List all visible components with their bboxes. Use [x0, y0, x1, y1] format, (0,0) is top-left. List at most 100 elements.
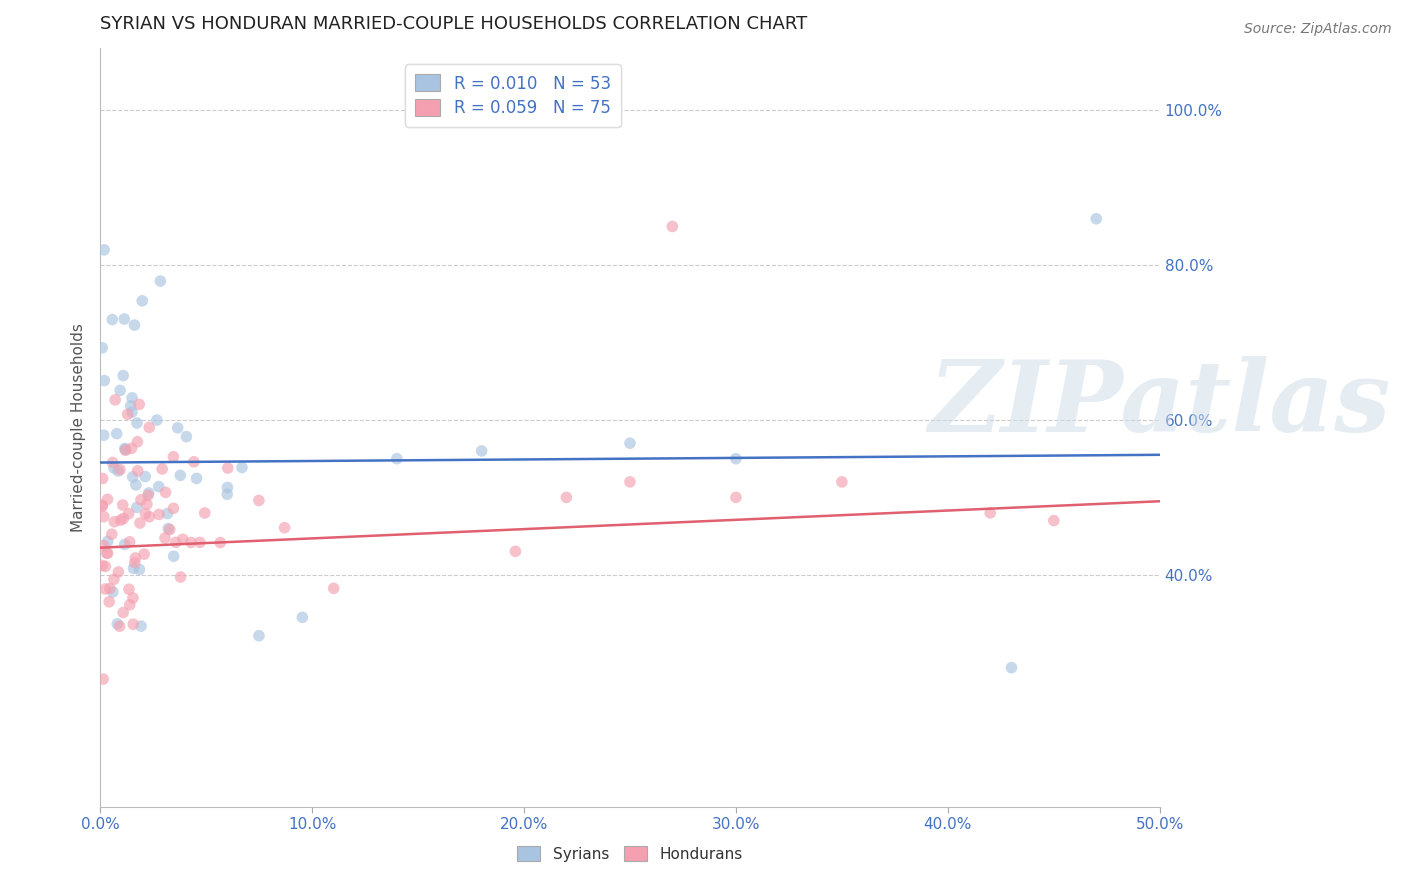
Point	[186, 471, 208, 485]
Y-axis label: Married-couple Households: Married-couple Households	[72, 323, 86, 533]
Point	[125, 500, 148, 515]
Point	[93, 243, 115, 257]
Point	[112, 312, 135, 326]
Point	[1043, 514, 1066, 528]
Point	[217, 480, 239, 494]
Point	[619, 436, 641, 450]
Point	[105, 616, 128, 631]
Point	[112, 511, 135, 525]
Point	[100, 527, 122, 541]
Point	[91, 558, 114, 573]
Point	[107, 464, 129, 478]
Point	[183, 455, 205, 469]
Point	[103, 572, 125, 586]
Point	[101, 455, 124, 469]
Point	[134, 547, 156, 561]
Point	[117, 408, 139, 422]
Point	[104, 392, 127, 407]
Point	[118, 534, 141, 549]
Point	[91, 471, 114, 485]
Point	[124, 318, 146, 332]
Point	[91, 499, 114, 513]
Point	[385, 451, 408, 466]
Text: ZIPatlas: ZIPatlas	[928, 356, 1391, 453]
Point	[93, 374, 115, 388]
Point	[101, 312, 124, 326]
Point	[209, 535, 232, 549]
Point	[114, 537, 136, 551]
Point	[166, 421, 188, 435]
Point	[93, 428, 115, 442]
Point	[134, 469, 156, 483]
Point	[619, 475, 641, 489]
Legend: R = 0.010   N = 53, R = 0.059   N = 75: R = 0.010 N = 53, R = 0.059 N = 75	[405, 64, 620, 128]
Point	[138, 420, 160, 434]
Point	[118, 582, 141, 597]
Point	[98, 595, 121, 609]
Point	[97, 534, 120, 549]
Point	[128, 397, 150, 411]
Point	[188, 535, 211, 549]
Point	[114, 442, 136, 457]
Point	[231, 460, 253, 475]
Point	[149, 274, 172, 288]
Point	[162, 450, 184, 464]
Point	[146, 413, 169, 427]
Point	[93, 509, 115, 524]
Point	[121, 470, 143, 484]
Point	[121, 391, 143, 405]
Point	[111, 498, 134, 512]
Point	[96, 546, 118, 560]
Point	[114, 443, 136, 458]
Point	[101, 585, 124, 599]
Point	[138, 486, 160, 500]
Point	[108, 384, 131, 398]
Point	[156, 507, 179, 521]
Point	[180, 535, 202, 549]
Point	[169, 570, 191, 584]
Text: Source: ZipAtlas.com: Source: ZipAtlas.com	[1244, 22, 1392, 37]
Point	[165, 535, 187, 549]
Point	[94, 559, 117, 574]
Point	[128, 562, 150, 576]
Point	[125, 478, 148, 492]
Point	[724, 491, 747, 505]
Point	[98, 582, 121, 596]
Point	[291, 610, 314, 624]
Point	[103, 461, 125, 475]
Point	[1000, 660, 1022, 674]
Point	[1085, 211, 1108, 226]
Point	[150, 462, 173, 476]
Point	[108, 619, 131, 633]
Point	[194, 506, 217, 520]
Point	[724, 451, 747, 466]
Text: SYRIAN VS HONDURAN MARRIED-COUPLE HOUSEHOLDS CORRELATION CHART: SYRIAN VS HONDURAN MARRIED-COUPLE HOUSEH…	[100, 15, 807, 33]
Point	[176, 429, 198, 443]
Point	[322, 582, 344, 596]
Point	[96, 492, 118, 507]
Point	[127, 464, 149, 478]
Point	[129, 492, 152, 507]
Point	[103, 515, 125, 529]
Point	[148, 508, 170, 522]
Point	[831, 475, 853, 489]
Point	[91, 341, 114, 355]
Point	[217, 461, 239, 475]
Point	[505, 544, 527, 558]
Point	[112, 368, 135, 383]
Point	[471, 444, 494, 458]
Point	[118, 507, 141, 521]
Point	[163, 549, 186, 564]
Point	[122, 561, 145, 575]
Point	[148, 479, 170, 493]
Point	[661, 219, 683, 234]
Point	[118, 598, 141, 612]
Point	[107, 565, 129, 579]
Point	[153, 531, 176, 545]
Point	[273, 521, 295, 535]
Point	[121, 442, 143, 456]
Point	[129, 516, 152, 530]
Point	[217, 487, 239, 501]
Point	[162, 501, 184, 516]
Point	[91, 498, 114, 512]
